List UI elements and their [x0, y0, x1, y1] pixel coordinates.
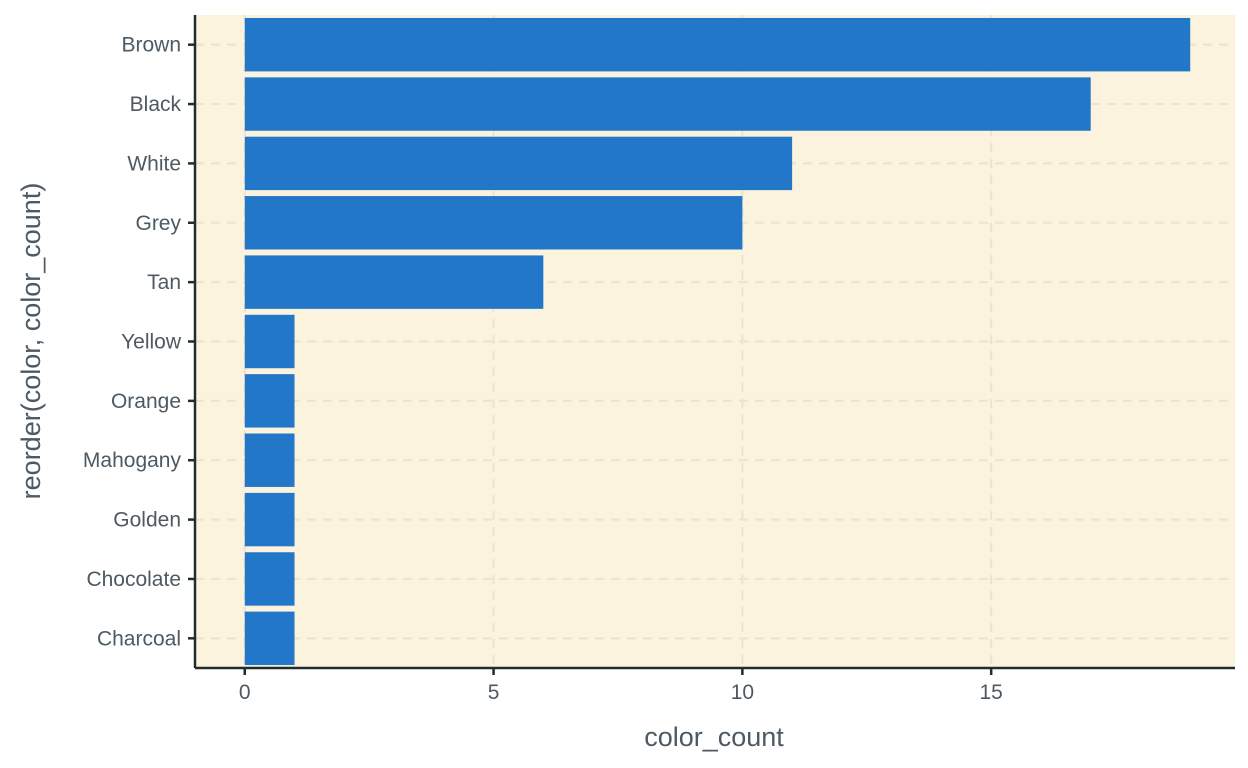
axes: [188, 15, 1235, 675]
y-tick-label: Grey: [135, 212, 181, 235]
y-tick-label: Yellow: [121, 331, 182, 354]
bar-grey: [244, 196, 743, 250]
y-axis-title: reorder(color, color_count): [16, 183, 46, 500]
y-tick-label: Brown: [121, 34, 181, 57]
y-tick-label: Tan: [147, 271, 181, 294]
y-tick-label: Orange: [111, 390, 181, 413]
x-tick-label: 0: [239, 681, 251, 704]
bar-chocolate: [244, 552, 295, 606]
y-tick-label: Golden: [113, 509, 181, 532]
x-axis-title: color_count: [644, 722, 784, 752]
bar-orange: [244, 374, 295, 428]
y-tick-label: Black: [130, 93, 182, 116]
bar-golden: [244, 492, 295, 547]
bar-black: [244, 77, 1091, 131]
bar-charcoal: [244, 611, 295, 666]
y-tick-label: Chocolate: [86, 568, 181, 591]
x-tick-label: 5: [488, 681, 500, 704]
bar-mahogany: [244, 433, 295, 487]
tick-labels: Brown Black White Grey Tan Yellow Orange Mahoga…: [83, 34, 1003, 704]
x-tick-label: 15: [979, 681, 1002, 704]
bar-white: [244, 136, 793, 191]
grid-lines: [195, 15, 1235, 668]
bar-brown: [244, 17, 1191, 72]
bars: [244, 17, 1191, 666]
y-tick-label: Mahogany: [83, 449, 182, 472]
bar-yellow: [244, 314, 295, 369]
y-tick-label: White: [127, 152, 181, 175]
y-tick-label: Charcoal: [97, 627, 181, 650]
x-tick-label: 10: [731, 681, 754, 704]
bar-tan: [244, 255, 544, 309]
